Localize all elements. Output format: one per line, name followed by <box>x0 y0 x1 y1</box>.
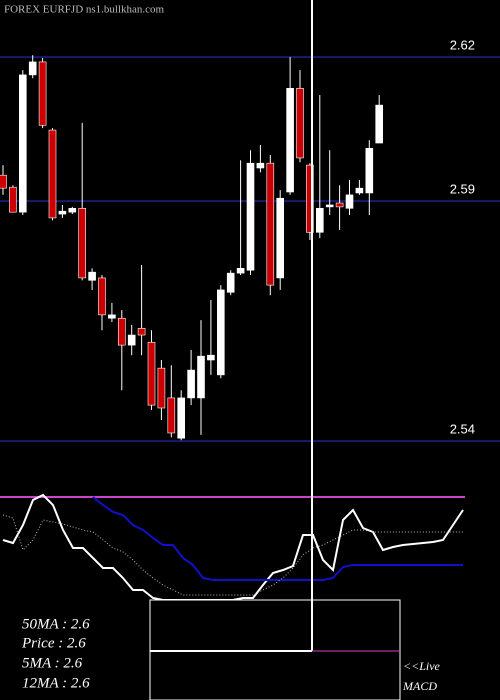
candle-body <box>167 397 176 434</box>
candle-body <box>157 367 166 409</box>
candle-body <box>78 208 86 279</box>
candle-body <box>0 174 7 189</box>
candle-body <box>38 61 47 126</box>
candle-body <box>296 88 304 159</box>
candle-body <box>345 194 354 209</box>
candle-body <box>355 187 364 194</box>
stat-label: Price : 2.6 <box>21 635 86 651</box>
candle-body <box>127 334 136 346</box>
stat-label: 50MA : 2.6 <box>22 616 90 632</box>
candle-body <box>88 271 96 281</box>
candle-body <box>335 202 344 208</box>
chart-title: FOREX EURFJD ns1.bullkhan.com <box>4 4 165 16</box>
candle-body <box>197 355 205 399</box>
candle-body <box>147 341 156 406</box>
indicator-line <box>2 493 464 601</box>
indicator-line <box>2 514 463 596</box>
candle-body <box>256 162 265 169</box>
candle-body <box>276 197 285 279</box>
candle-body <box>9 186 17 213</box>
live-label: MACD <box>402 679 437 693</box>
y-tick-label: 2.54 <box>450 422 475 437</box>
candle-body <box>187 369 195 399</box>
candle-body <box>286 88 294 193</box>
stat-label: 5MA : 2.6 <box>22 655 83 671</box>
candle-body <box>236 268 245 274</box>
candle-body <box>217 289 225 376</box>
candle-body <box>315 208 324 233</box>
candle-body <box>365 148 374 194</box>
live-label: <<Live <box>403 659 441 673</box>
candle-body <box>28 61 37 76</box>
candle-body <box>68 208 77 213</box>
candle-body <box>226 272 235 293</box>
candle-body <box>108 314 116 319</box>
candle-body <box>98 277 106 316</box>
candle-body <box>375 104 384 144</box>
candle-body <box>118 317 126 346</box>
candle-body <box>58 210 67 215</box>
candle-body <box>266 162 275 286</box>
indicator-panel <box>0 493 465 601</box>
candle-body <box>48 129 57 219</box>
price-panel: 2.54 2.59 2.62 <box>0 38 500 443</box>
y-tick-label: 2.62 <box>450 38 475 53</box>
indicator-line <box>92 496 463 581</box>
candle-body <box>325 204 334 208</box>
stat-label: 12MA : 2.6 <box>22 675 90 691</box>
candle-body <box>246 162 255 271</box>
candle-body <box>177 397 185 439</box>
y-tick-label: 2.59 <box>450 182 475 197</box>
candle-body <box>207 354 215 361</box>
candle-body <box>306 164 314 233</box>
candle-body <box>18 74 27 213</box>
candle-body <box>137 328 146 336</box>
